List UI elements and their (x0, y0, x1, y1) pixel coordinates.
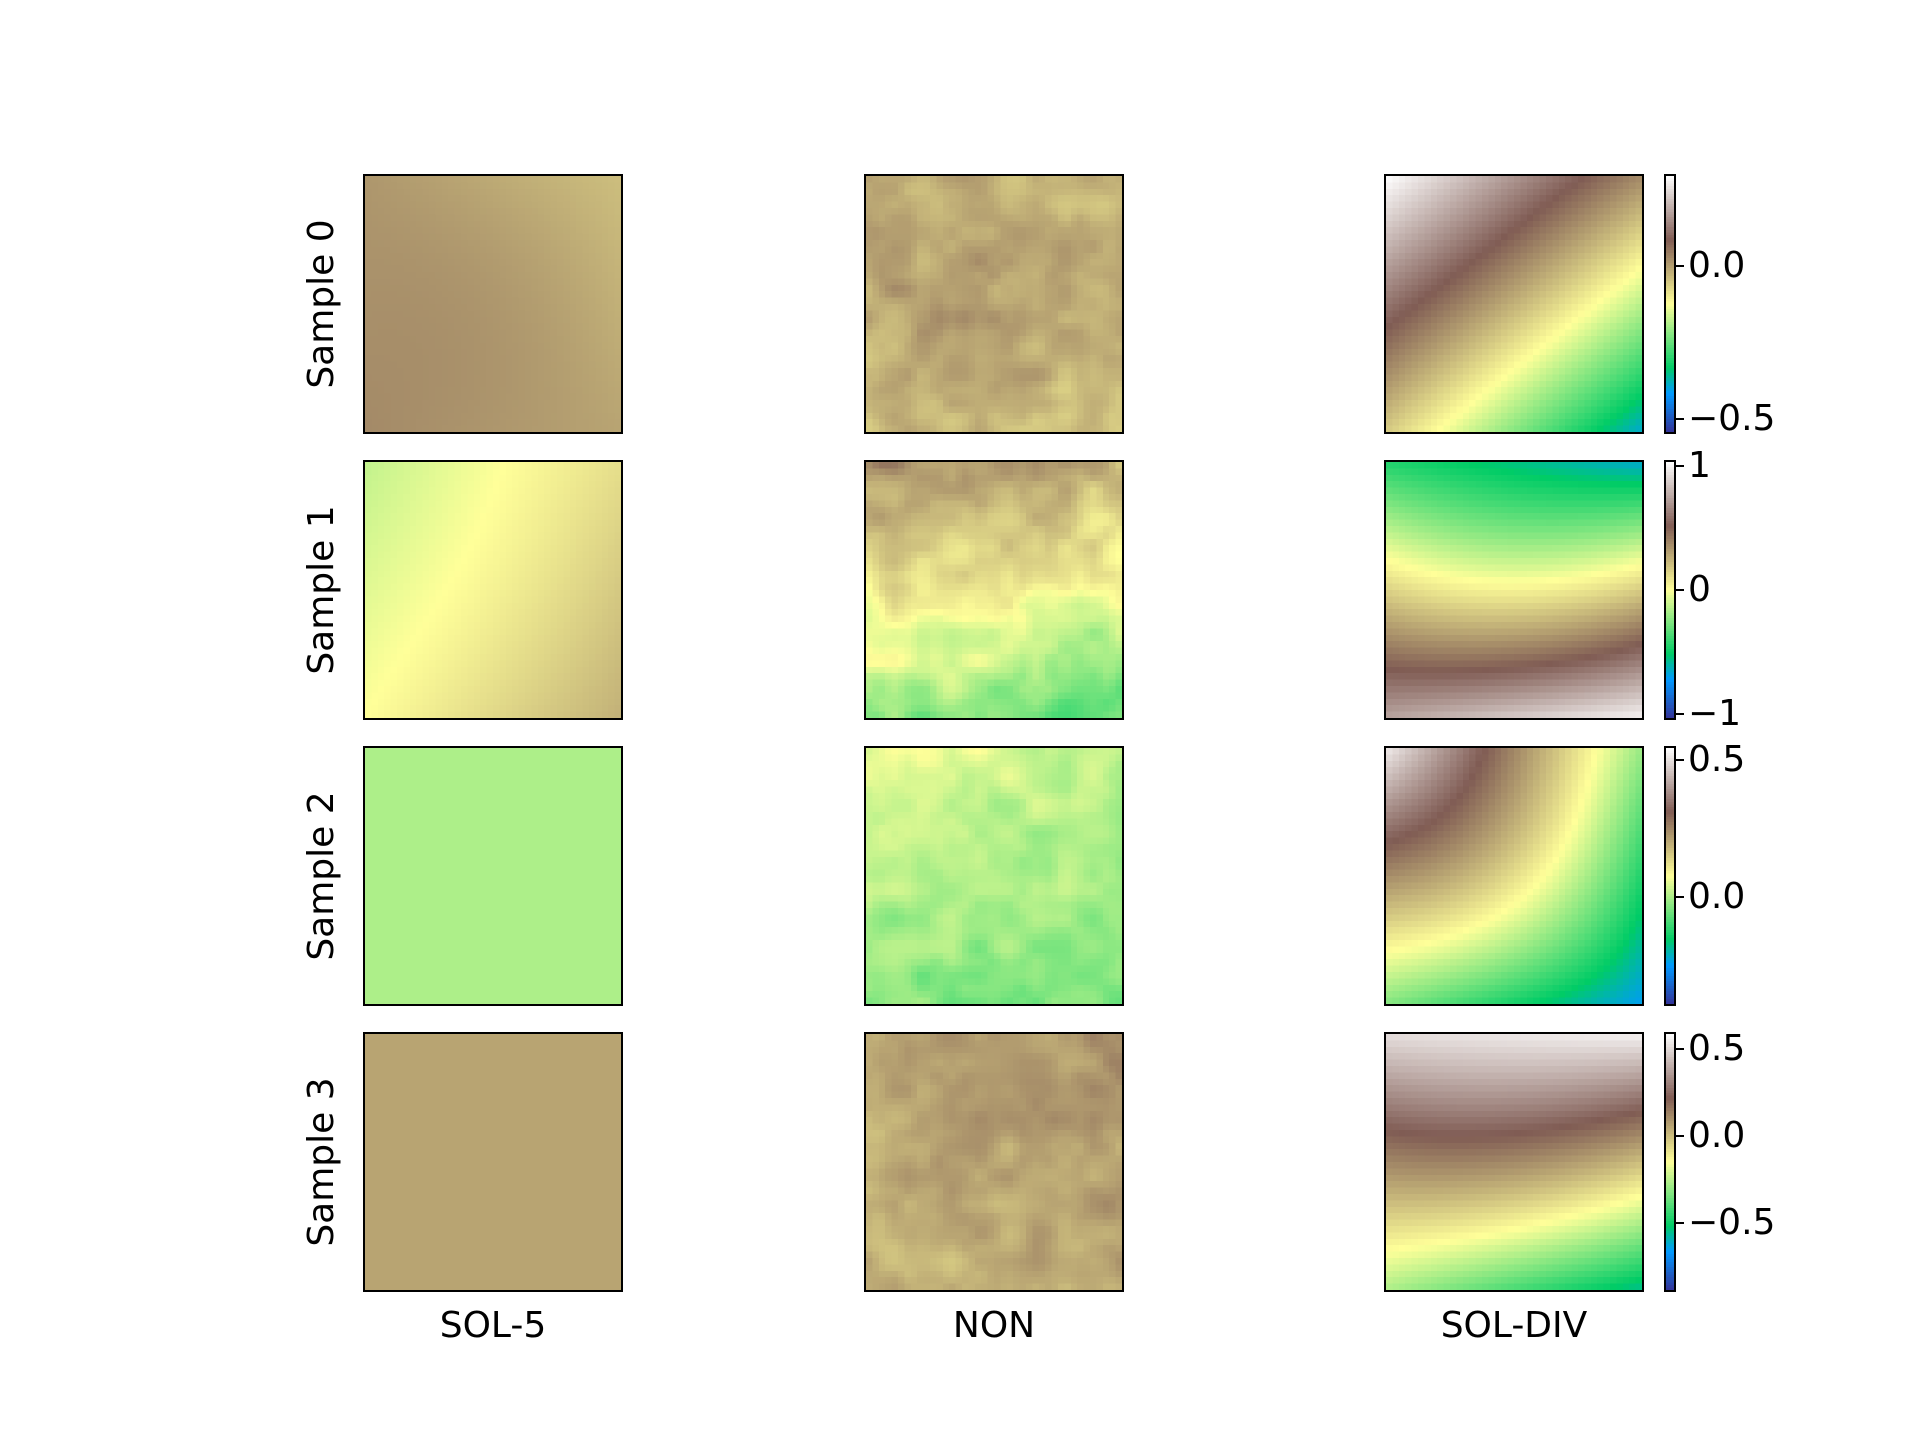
colorbar-tick-label-sample-0: 0.0 (1688, 244, 1746, 286)
colorbar-sample-2 (1664, 746, 1676, 1006)
colorbar-tick-sample-1 (1676, 465, 1684, 468)
colorbar-tick-label-sample-1: 1 (1688, 445, 1711, 487)
heatmap-sol-5-sample-2 (363, 746, 623, 1006)
column-label-non: NON (952, 1305, 1036, 1346)
colorbar-tick-label-sample-2: 0.5 (1688, 738, 1746, 780)
colorbar-tick-label-sample-1: −1 (1688, 692, 1742, 734)
colorbar-sample-0 (1664, 174, 1676, 434)
colorbar-tick-sample-0 (1676, 417, 1684, 420)
heatmap-sol-5-sample-3 (363, 1032, 623, 1292)
column-label-sol-div: SOL-DIV (1440, 1305, 1588, 1346)
colorbar-tick-sample-0 (1676, 264, 1684, 267)
colorbar-tick-label-sample-3: 0.5 (1688, 1028, 1746, 1070)
heatmap-non-sample-2 (864, 746, 1124, 1006)
colorbar-tick-sample-1 (1676, 712, 1684, 715)
colorbar-tick-sample-2 (1676, 758, 1684, 761)
colorbar-tick-sample-3 (1676, 1135, 1684, 1137)
heatmap-sol-div-sample-2 (1384, 746, 1644, 1006)
row-label-sample-3: Sample 3 (301, 1077, 342, 1247)
heatmap-sol-5-sample-0 (363, 174, 623, 434)
heatmap-sol-div-sample-1 (1384, 460, 1644, 720)
colorbar-tick-label-sample-1: 0 (1688, 569, 1711, 610)
heatmap-non-sample-1 (864, 460, 1124, 720)
heatmap-non-sample-0 (864, 174, 1124, 434)
colorbar-tick-label-sample-2: 0.0 (1688, 875, 1746, 917)
heatmap-non-sample-3 (864, 1032, 1124, 1292)
heatmap-sol-div-sample-3 (1384, 1032, 1644, 1292)
colorbar-tick-label-sample-0: −0.5 (1688, 397, 1776, 439)
colorbar-tick-sample-1 (1676, 589, 1684, 591)
colorbar-sample-3 (1664, 1032, 1676, 1292)
heatmap-sol-5-sample-1 (363, 460, 623, 720)
colorbar-sample-1 (1664, 460, 1676, 720)
row-label-sample-1: Sample 1 (301, 505, 342, 675)
colorbar-tick-label-sample-3: −0.5 (1688, 1201, 1776, 1243)
column-label-sol-5: SOL-5 (439, 1305, 547, 1346)
colorbar-tick-sample-3 (1676, 1221, 1684, 1224)
colorbar-tick-label-sample-3: 0.0 (1688, 1115, 1746, 1156)
row-label-sample-2: Sample 2 (301, 791, 342, 961)
colorbar-tick-sample-2 (1676, 895, 1684, 898)
colorbar-tick-sample-3 (1676, 1048, 1684, 1051)
heatmap-sol-div-sample-0 (1384, 174, 1644, 434)
row-label-sample-0: Sample 0 (301, 219, 342, 389)
